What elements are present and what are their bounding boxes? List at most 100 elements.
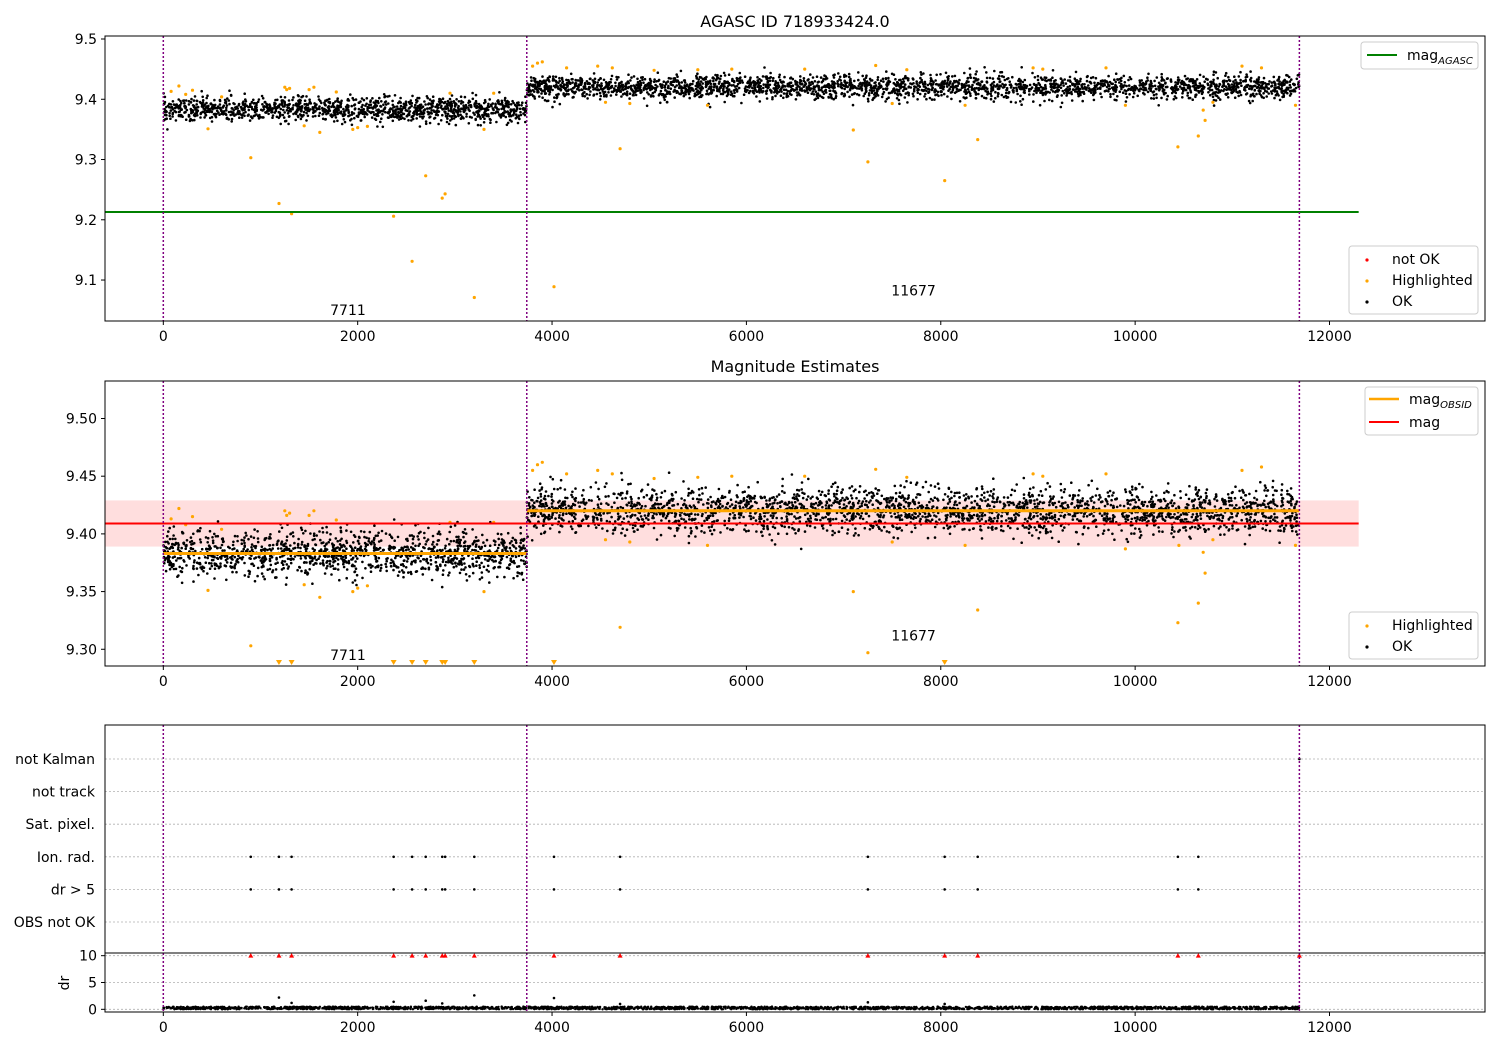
ok-point [408, 534, 412, 537]
ok-point [439, 119, 443, 122]
ok-point [431, 534, 435, 538]
ok-point [503, 99, 507, 102]
ok-point [336, 562, 340, 566]
ok-point [282, 116, 286, 119]
ok-point [767, 85, 770, 89]
ok-point [783, 85, 787, 88]
ok-point [318, 111, 322, 115]
ok-point [427, 526, 430, 530]
ok-point [480, 547, 483, 550]
ok-point [453, 114, 457, 118]
ok-point [527, 93, 531, 97]
ok-point [602, 78, 606, 82]
ok-point [333, 108, 337, 112]
ok-point [260, 94, 264, 98]
ok-point [830, 84, 833, 88]
ok-point [958, 78, 961, 82]
ok-point [553, 100, 556, 103]
ok-point [424, 120, 428, 123]
ok-point [1121, 85, 1125, 89]
highlighted-point [351, 127, 355, 131]
ok-point [363, 547, 367, 551]
ok-point [628, 97, 631, 100]
ok-point [171, 115, 174, 118]
ok-point [296, 105, 300, 108]
highlighted-point [410, 259, 414, 263]
ok-point [1203, 85, 1206, 89]
ok-point [339, 105, 343, 109]
ok-point [388, 94, 391, 98]
ok-point [296, 542, 300, 546]
ok-point [292, 104, 295, 107]
ok-point [1046, 90, 1050, 94]
ok-point [1259, 89, 1262, 93]
ok-point [1230, 83, 1234, 86]
ok-point [852, 92, 856, 96]
ok-point [917, 84, 920, 87]
ok-point [429, 547, 433, 551]
ok-point [1104, 80, 1108, 83]
ok-point [195, 111, 199, 115]
ok-point [180, 546, 183, 550]
ok-point [288, 549, 292, 553]
ok-point [950, 97, 953, 101]
ok-point [1249, 76, 1253, 80]
ok-point [1074, 70, 1078, 74]
ok-point [298, 101, 302, 104]
ok-point [487, 102, 490, 106]
ok-point [937, 94, 940, 98]
ok-point [300, 106, 304, 109]
ok-point [305, 95, 308, 98]
ok-point [649, 82, 652, 85]
ok-point [428, 112, 432, 115]
ok-point [438, 102, 442, 105]
ok-point [832, 74, 835, 77]
ok-point [511, 554, 514, 558]
ok-point [683, 81, 687, 84]
ok-point [737, 86, 741, 90]
ok-point [946, 78, 950, 82]
ok-point [1236, 91, 1240, 94]
ok-point [172, 525, 176, 528]
ok-point [382, 93, 386, 96]
ok-point [592, 88, 595, 91]
ok-point [1065, 87, 1068, 91]
ok-point [222, 113, 225, 116]
ok-point [1116, 95, 1119, 98]
ok-point [510, 120, 513, 123]
ok-point [1255, 92, 1258, 96]
ok-point [607, 91, 610, 94]
ok-point [379, 539, 383, 542]
ok-point [229, 110, 233, 113]
ok-point [415, 111, 419, 114]
ok-point [884, 77, 888, 80]
ok-point [171, 537, 174, 541]
ok-point [287, 122, 290, 126]
x-tick-label: 12000 [1307, 329, 1352, 345]
ok-point [239, 105, 243, 109]
ok-point [230, 120, 233, 123]
ok-point [634, 93, 638, 97]
ok-point [766, 77, 769, 80]
ok-point [1047, 78, 1050, 82]
ok-point [482, 101, 486, 105]
ok-point [468, 564, 471, 568]
ok-point [657, 94, 661, 97]
ok-point [602, 94, 606, 98]
ok-point [248, 119, 252, 122]
ok-point [1146, 76, 1149, 79]
ok-point [1186, 94, 1189, 97]
ok-point [465, 112, 468, 116]
ok-point [451, 111, 455, 115]
highlighted-point [618, 147, 622, 151]
ok-point [229, 561, 233, 565]
ok-point [723, 100, 726, 104]
ok-point [764, 90, 768, 93]
ok-point [306, 114, 310, 118]
ok-point [704, 84, 708, 88]
ok-point [203, 116, 206, 119]
ok-point [338, 101, 342, 104]
ok-point [328, 101, 332, 105]
ok-point [813, 80, 817, 83]
ok-point [1112, 86, 1116, 89]
